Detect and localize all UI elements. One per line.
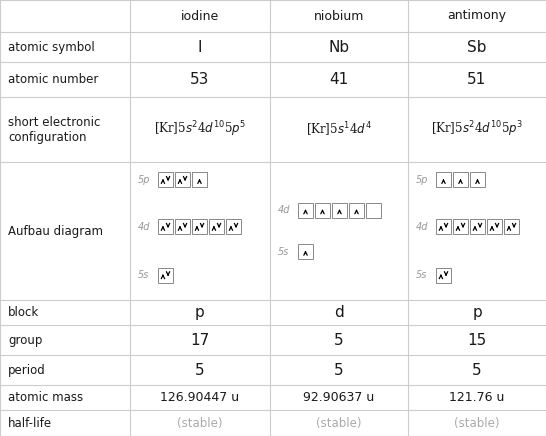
Bar [453, 173, 468, 187]
Text: 53: 53 [191, 72, 210, 87]
Bar [192, 219, 207, 235]
Text: antimony: antimony [448, 10, 507, 23]
Text: (stable): (stable) [177, 416, 223, 429]
Bar [366, 203, 381, 218]
Bar [436, 173, 451, 187]
Text: Aufbau diagram: Aufbau diagram [8, 225, 103, 238]
Text: 5: 5 [334, 362, 344, 378]
Text: 121.76 u: 121.76 u [449, 391, 505, 404]
Text: niobium: niobium [314, 10, 364, 23]
Text: 4d: 4d [416, 222, 429, 232]
Text: $\mathregular{[Kr]5}s^{2}\mathregular{4}d^{10}\mathregular{5}p^{5}$: $\mathregular{[Kr]5}s^{2}\mathregular{4}… [154, 120, 246, 139]
Text: 5: 5 [195, 362, 205, 378]
Text: $\mathregular{[Kr]5}s^{2}\mathregular{4}d^{10}\mathregular{5}p^{3}$: $\mathregular{[Kr]5}s^{2}\mathregular{4}… [431, 120, 523, 139]
Text: $\mathregular{[Kr]5}s^{1}\mathregular{4}d^{4}$: $\mathregular{[Kr]5}s^{1}\mathregular{4}… [306, 120, 372, 139]
Text: 5p: 5p [138, 175, 151, 185]
Text: group: group [8, 334, 43, 347]
Text: p: p [472, 305, 482, 320]
Text: atomic mass: atomic mass [8, 391, 83, 404]
Bar [349, 203, 364, 218]
Text: 5s: 5s [278, 247, 289, 257]
Bar [436, 219, 451, 235]
Bar [470, 173, 485, 187]
Bar [209, 219, 224, 235]
Text: 92.90637 u: 92.90637 u [304, 391, 375, 404]
Text: 17: 17 [191, 333, 210, 347]
Bar [158, 173, 173, 187]
Bar [226, 219, 241, 235]
Text: 5: 5 [334, 333, 344, 347]
Text: 5s: 5s [138, 270, 150, 280]
Text: atomic symbol: atomic symbol [8, 41, 95, 54]
Text: 41: 41 [329, 72, 349, 87]
Bar [175, 173, 190, 187]
Text: atomic number: atomic number [8, 73, 98, 86]
Bar [158, 219, 173, 235]
Text: 4d: 4d [278, 205, 290, 215]
Bar [470, 219, 485, 235]
Bar [158, 268, 173, 283]
Bar [487, 219, 502, 235]
Text: short electronic
configuration: short electronic configuration [8, 116, 100, 143]
Text: I: I [198, 40, 202, 54]
Text: block: block [8, 306, 39, 319]
Text: p: p [195, 305, 205, 320]
Bar [298, 203, 313, 218]
Text: 5s: 5s [416, 270, 428, 280]
Bar [298, 244, 313, 259]
Text: (stable): (stable) [454, 416, 500, 429]
Text: 51: 51 [467, 72, 486, 87]
Text: Sb: Sb [467, 40, 486, 54]
Bar [504, 219, 519, 235]
Text: 15: 15 [467, 333, 486, 347]
Bar [453, 219, 468, 235]
Text: 5: 5 [472, 362, 482, 378]
Text: 5p: 5p [416, 175, 429, 185]
Text: 4d: 4d [138, 222, 151, 232]
Text: period: period [8, 364, 46, 377]
Bar [192, 173, 207, 187]
Text: (stable): (stable) [316, 416, 362, 429]
Bar [436, 268, 451, 283]
Bar [315, 203, 330, 218]
Text: Nb: Nb [329, 40, 349, 54]
Text: half-life: half-life [8, 416, 52, 429]
Text: 126.90447 u: 126.90447 u [161, 391, 240, 404]
Bar [332, 203, 347, 218]
Text: d: d [334, 305, 344, 320]
Text: iodine: iodine [181, 10, 219, 23]
Bar [175, 219, 190, 235]
